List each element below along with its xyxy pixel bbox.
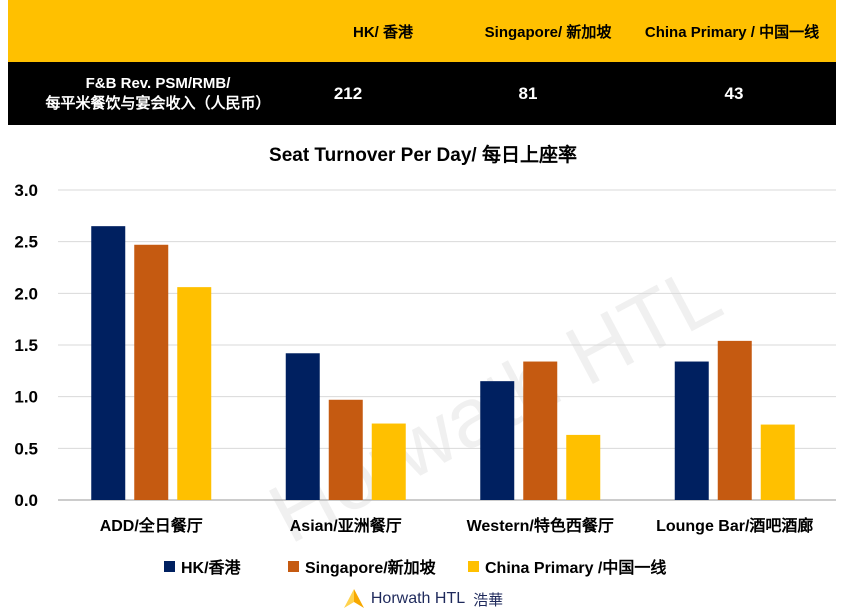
row-label-line2: 每平米餐饮与宴会收入（人民币） [45,94,271,112]
value-china: 43 [724,83,744,103]
bar-chart: Horwath HTL 0.00.51.01.52.02.53.0ADD/全日餐… [14,181,836,550]
table-data-row: F&B Rev. PSM/RMB/ 每平米餐饮与宴会收入（人民币） 212 81… [8,62,836,125]
value-singapore: 81 [518,83,538,103]
bar [91,226,126,500]
value-hk: 212 [333,83,363,103]
horwath-logo-icon [343,589,364,608]
legend-swatch-hk [164,560,175,572]
column-header-singapore: Singapore/ 新加坡 [484,23,612,41]
bar [674,361,709,500]
y-tick-label: 2.5 [14,233,38,252]
bar [480,381,515,500]
chart-title: Seat Turnover Per Day/ 每日上座率 [269,145,577,166]
footer-brand: Horwath HTL [370,590,466,607]
bar [328,399,363,500]
chart-legend: HK/香港 Singapore/新加坡 China Primary /中国一线 [0,554,846,578]
bar [760,424,795,500]
y-tick-label: 0.0 [14,491,38,510]
bar [371,423,406,500]
bar [177,287,212,500]
x-tick-label: Asian/亚洲餐厅 [290,516,402,535]
legend-item-hk: HK/香港 [164,554,241,578]
legend-label-china: China Primary /中国一线 [485,560,667,577]
x-tick-label: Lounge Bar/酒吧酒廊 [656,516,813,535]
y-tick-label: 3.0 [14,181,38,200]
bar [566,434,601,500]
x-tick-label: ADD/全日餐厅 [100,516,203,535]
footer-logo: Horwath HTL 浩華 [0,586,846,612]
bar [523,361,558,500]
legend-swatch-china [468,560,479,572]
row-label-line1: F&B Rev. PSM/RMB/ [85,74,231,92]
column-header-china: China Primary / 中国一线 [644,23,820,41]
x-tick-label: Western/特色西餐厅 [467,516,614,535]
legend-label-singapore: Singapore/新加坡 [305,560,436,577]
bar [134,244,169,500]
bar [717,340,752,500]
bar [285,353,320,500]
y-tick-label: 1.0 [14,388,38,407]
legend-label-hk: HK/香港 [181,560,241,577]
legend-item-china: China Primary /中国一线 [468,554,666,578]
legend-swatch-singapore [288,560,299,572]
row-label: F&B Rev. PSM/RMB/ 每平米餐饮与宴会收入（人民币） [8,62,308,125]
footer-brand-cn: 浩華 [473,590,504,609]
column-header-hk: HK/ 香港 [352,23,413,41]
y-tick-label: 2.0 [14,284,38,303]
table-header-row: HK/ 香港 Singapore/ 新加坡 China Primary / 中国… [8,0,836,62]
y-tick-label: 1.5 [14,336,38,355]
y-tick-label: 0.5 [14,439,38,458]
legend-item-singapore: Singapore/新加坡 [288,554,436,578]
